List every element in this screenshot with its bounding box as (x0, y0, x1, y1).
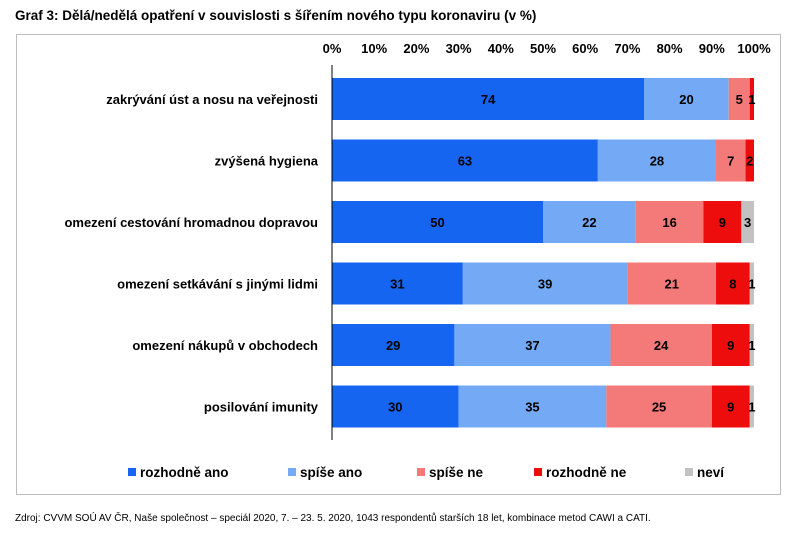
bar-segment (635, 201, 704, 243)
legend-swatch (685, 468, 693, 476)
chart-title: Graf 3: Dělá/nedělá opatření v souvislos… (15, 8, 537, 23)
source-note: Zdroj: CVVM SOÚ AV ČR, Naše společnost –… (15, 513, 651, 524)
bar-segment (644, 78, 729, 120)
data-label: 5 (736, 92, 743, 107)
bar-segment (627, 262, 717, 305)
bar-segment (458, 385, 607, 428)
bar-segment (332, 78, 645, 120)
bar-segment (749, 78, 754, 120)
data-label: 1 (748, 277, 755, 292)
bar-segment (749, 324, 754, 366)
bar-segment (332, 201, 543, 243)
x-tick-label: 60% (572, 41, 598, 56)
legend-swatch (288, 468, 296, 476)
legend-swatch (534, 468, 542, 476)
data-label: 2 (746, 154, 753, 169)
bar-segment (332, 262, 463, 305)
data-label: 21 (664, 277, 678, 292)
bar-segment (543, 201, 636, 243)
data-label: 25 (652, 400, 666, 415)
chart-frame (16, 34, 781, 495)
bar-segment (749, 385, 754, 428)
data-label: 31 (390, 277, 404, 292)
data-label: 7 (727, 154, 734, 169)
data-label: 9 (727, 338, 734, 353)
data-label: 39 (538, 277, 552, 292)
bar-segment (454, 324, 611, 366)
x-tick-label: 90% (699, 41, 725, 56)
data-label: 3 (744, 215, 751, 230)
data-label: 50 (430, 215, 444, 230)
category-label: posilování imunity (204, 400, 319, 415)
data-label: 1 (748, 92, 755, 107)
data-label: 22 (582, 215, 596, 230)
legend-label: neví (697, 465, 725, 480)
x-tick-label: 30% (446, 41, 472, 56)
category-label: zvýšená hygiena (215, 154, 319, 169)
bar-segment (728, 78, 750, 120)
bar-segment (462, 262, 628, 305)
data-label: 37 (525, 338, 539, 353)
bar-segment (711, 324, 750, 366)
category-label: zakrývání úst a nosu na veřejnosti (106, 92, 318, 107)
x-tick-label: 100% (737, 41, 771, 56)
bar-segment (711, 385, 750, 428)
data-label: 24 (654, 338, 669, 353)
x-tick-label: 70% (614, 41, 640, 56)
bar-segment (716, 139, 746, 182)
category-label: omezení setkávání s jinými lidmi (117, 277, 318, 292)
x-tick-label: 80% (657, 41, 683, 56)
category-label: omezení nákupů v obchodech (132, 338, 318, 353)
legend-label: rozhodně ne (546, 465, 627, 480)
data-label: 20 (679, 92, 693, 107)
data-label: 1 (748, 338, 755, 353)
data-label: 28 (650, 154, 664, 169)
data-label: 63 (458, 154, 472, 169)
legend-label: rozhodně ano (140, 465, 229, 480)
data-label: 9 (719, 215, 726, 230)
legend-swatch (128, 468, 136, 476)
bar-segment (749, 262, 754, 305)
x-tick-label: 10% (361, 41, 387, 56)
bar-segment (597, 139, 717, 182)
data-label: 1 (748, 400, 755, 415)
x-tick-label: 20% (403, 41, 429, 56)
data-label: 8 (729, 277, 736, 292)
data-label: 16 (662, 215, 676, 230)
bar-segment (332, 324, 455, 366)
legend-swatch (417, 468, 425, 476)
legend-label: spíše ano (300, 465, 362, 480)
x-tick-label: 40% (488, 41, 514, 56)
bar-segment (332, 385, 459, 428)
legend-label: spíše ne (429, 465, 484, 480)
data-label: 29 (386, 338, 400, 353)
data-label: 30 (388, 400, 402, 415)
x-tick-label: 50% (530, 41, 556, 56)
bar-segment (741, 201, 754, 243)
bar-segment (716, 262, 750, 305)
data-label: 35 (525, 400, 539, 415)
x-tick-label: 0% (323, 41, 342, 56)
bar-segment (606, 385, 712, 428)
bar-segment (332, 139, 598, 182)
bar-segment (703, 201, 742, 243)
category-label: omezení cestování hromadnou dopravou (64, 215, 318, 230)
data-label: 9 (727, 400, 734, 415)
bar-segment (745, 139, 754, 182)
bar-segment (610, 324, 712, 366)
data-label: 74 (481, 92, 496, 107)
